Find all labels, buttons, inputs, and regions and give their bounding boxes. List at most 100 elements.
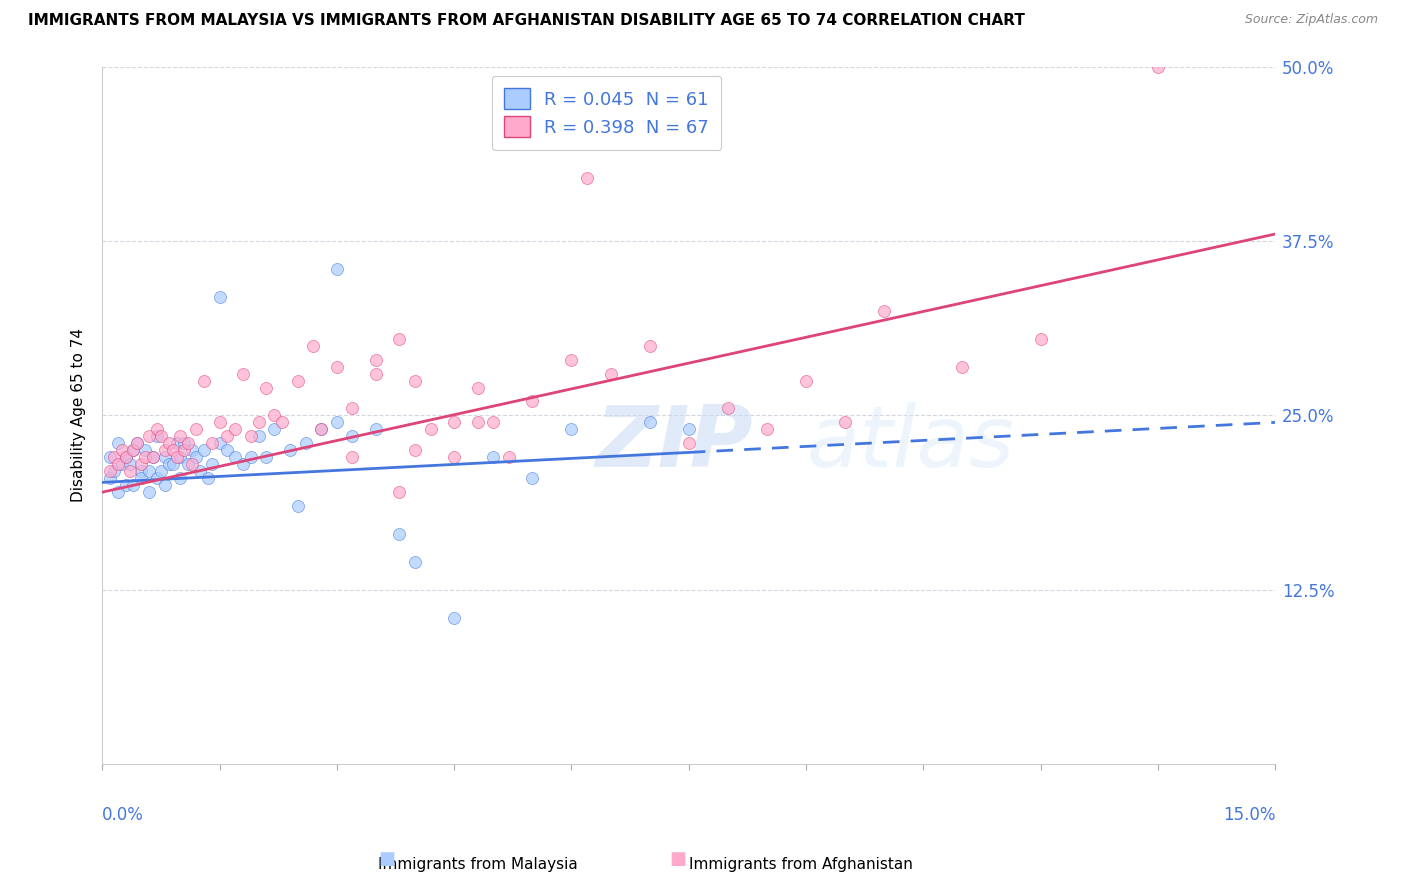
Point [388,527,411,541]
Point [278,443,301,458]
Point [443,416,465,430]
Point [232,367,254,381]
Point [201,436,224,450]
Point [254,380,277,394]
Point [576,171,599,186]
Point [482,450,505,465]
Point [157,436,180,450]
Point [134,443,156,458]
Point [193,374,215,388]
Point [166,450,188,465]
Point [794,374,817,388]
Point [873,303,896,318]
Point [287,374,309,388]
Point [467,416,489,430]
Text: Immigrants from Afghanistan: Immigrants from Afghanistan [689,857,914,872]
Point [122,478,145,492]
Point [1147,60,1170,74]
Point [560,352,582,367]
Point [678,422,700,436]
Legend: R = 0.045  N = 61, R = 0.398  N = 67: R = 0.045 N = 61, R = 0.398 N = 67 [492,76,721,150]
Point [122,443,145,458]
Point [208,290,231,304]
Point [326,416,349,430]
Point [364,367,387,381]
Point [755,422,778,436]
Point [107,485,129,500]
Point [177,457,200,471]
Point [224,450,246,465]
Point [467,380,489,394]
Point [498,450,520,465]
Point [560,422,582,436]
Point [201,457,224,471]
Point [364,422,387,436]
Point [326,359,349,374]
Text: Immigrants from Malaysia: Immigrants from Malaysia [378,857,578,872]
Point [717,401,740,416]
Point [239,429,262,443]
Text: Source: ZipAtlas.com: Source: ZipAtlas.com [1244,13,1378,27]
Point [184,450,207,465]
Text: 15.0%: 15.0% [1223,806,1275,824]
Y-axis label: Disability Age 65 to 74: Disability Age 65 to 74 [72,328,86,502]
Point [326,261,349,276]
Point [678,436,700,450]
Point [419,422,441,436]
Point [404,443,426,458]
Point [208,416,231,430]
Point [153,450,176,465]
Point [638,339,661,353]
Point [157,457,180,471]
Point [342,450,364,465]
Point [138,429,160,443]
Point [247,416,270,430]
Point [302,339,325,353]
Point [309,422,332,436]
Text: atlas: atlas [806,401,1014,485]
Point [1029,332,1052,346]
Point [599,367,621,381]
Point [177,436,200,450]
Text: IMMIGRANTS FROM MALAYSIA VS IMMIGRANTS FROM AFGHANISTAN DISABILITY AGE 65 TO 74 : IMMIGRANTS FROM MALAYSIA VS IMMIGRANTS F… [28,13,1025,29]
Point [232,457,254,471]
Point [162,443,184,458]
Point [166,436,188,450]
Point [364,352,387,367]
Point [107,457,129,471]
Point [111,457,134,471]
Point [118,457,141,471]
Point [217,443,239,458]
Point [834,416,856,430]
Point [98,450,121,465]
Point [131,457,153,471]
Point [98,471,121,485]
Point [342,429,364,443]
Point [142,450,165,465]
Point [122,443,145,458]
Point [224,422,246,436]
Point [443,450,465,465]
Point [193,443,215,458]
Text: 0.0%: 0.0% [103,806,143,824]
Point [134,450,156,465]
Point [103,464,125,478]
Point [181,443,204,458]
Point [153,478,176,492]
Point [138,464,160,478]
Point [287,499,309,513]
Point [149,464,172,478]
Point [127,436,149,450]
Point [146,471,169,485]
Point [169,450,191,465]
Point [388,332,411,346]
Point [638,416,661,430]
Point [107,436,129,450]
Text: ■: ■ [669,850,686,868]
Point [149,429,172,443]
Point [404,374,426,388]
Point [239,450,262,465]
Point [127,436,149,450]
Point [263,422,285,436]
Point [169,471,191,485]
